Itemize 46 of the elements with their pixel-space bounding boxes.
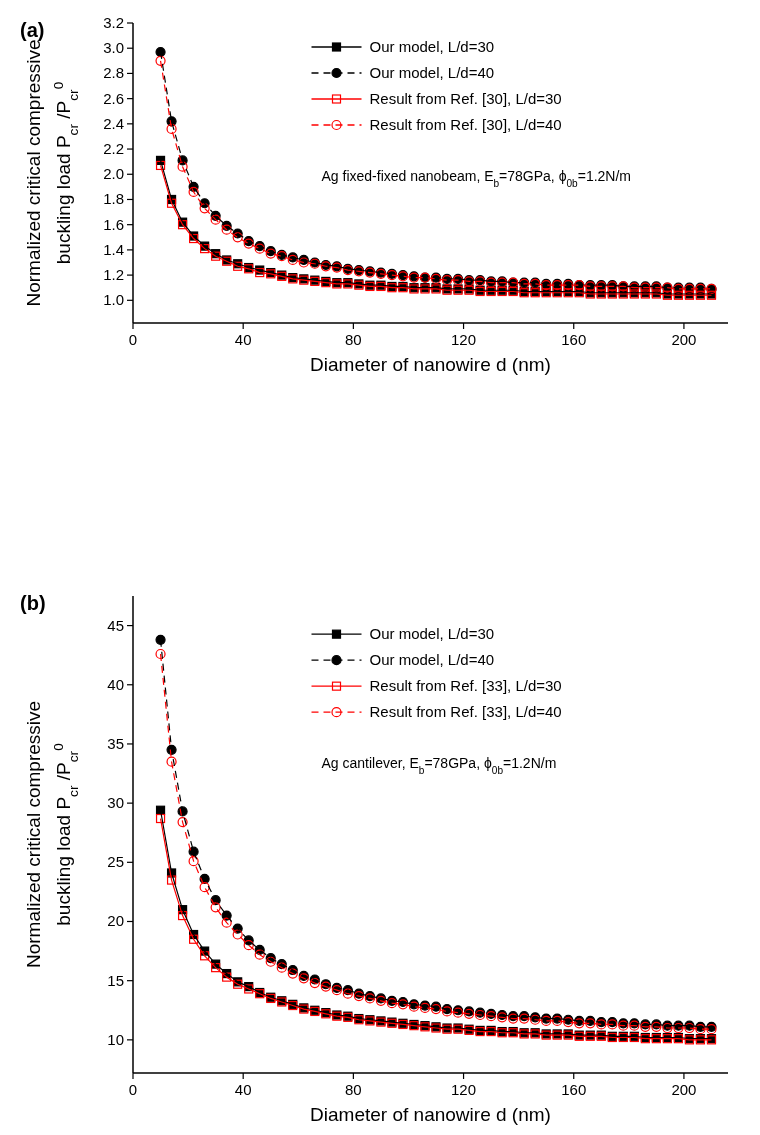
- legend-label: Our model, L/d=30: [369, 625, 495, 643]
- x-tick-label: 40: [234, 331, 252, 348]
- legend-label: Our model, L/d=40: [369, 64, 495, 81]
- y-tick-label: 1.6: [103, 215, 124, 233]
- x-axis-title: Diameter of nanowire d (nm): [310, 354, 551, 375]
- y-tick-label: 30: [107, 794, 124, 812]
- x-tick-label: 160: [561, 331, 587, 348]
- x-axis-title: Diameter of nanowire d (nm): [310, 1104, 551, 1125]
- annotation: Ag fixed-fixed nanobeam, E$_{b}$=78GPa, ϕ$_{0b}$=1.2N/m: [321, 168, 632, 189]
- y-tick-label: 40: [107, 675, 124, 693]
- y-tick-label: 25: [107, 853, 124, 871]
- y-tick-label: 10: [107, 1030, 124, 1048]
- legend-label: Our model, L/d=30: [369, 38, 495, 55]
- x-tick-label: 200: [671, 1081, 697, 1098]
- y-tick-label: 35: [107, 734, 124, 752]
- y-tick-label: 1.2: [103, 266, 124, 284]
- x-tick-label: 40: [234, 1081, 252, 1098]
- annotation: Ag cantilever, E$_{b}$=78GPa, ϕ$_{0b}$=1.2N/m: [321, 755, 557, 776]
- y-tick-label: 2.0: [103, 165, 124, 183]
- y-tick-label: 45: [107, 616, 124, 634]
- legend-label: Result from Ref. [30], L/d=40: [369, 116, 562, 133]
- x-tick-label: 80: [345, 1081, 362, 1098]
- x-tick-label: 0: [128, 1081, 138, 1098]
- legend-label: Result from Ref. [30], L/d=30: [369, 90, 562, 107]
- x-tick-label: 80: [345, 331, 362, 348]
- y-tick-label: 20: [107, 912, 124, 930]
- y-tick-label: 3.0: [103, 39, 124, 57]
- x-tick-label: 200: [671, 331, 697, 348]
- y-tick-label: 2.4: [103, 114, 124, 132]
- x-tick-label: 0: [128, 331, 138, 348]
- y-tick-label: 3.2: [103, 14, 124, 31]
- legend-label: Our model, L/d=40: [369, 651, 495, 669]
- legend-label: Result from Ref. [33], L/d=30: [369, 677, 562, 695]
- y-tick-label: 15: [107, 971, 124, 989]
- y-tick-label: 2.6: [103, 89, 124, 107]
- y-tick-label: 2.2: [103, 140, 124, 158]
- x-tick-label: 120: [451, 331, 477, 348]
- y-tick-label: 2.8: [103, 64, 124, 82]
- y-tick-label: 1.8: [103, 190, 124, 208]
- text: (b): [20, 592, 46, 614]
- y-tick-label: 1.4: [103, 240, 124, 258]
- x-tick-label: 120: [451, 1081, 477, 1098]
- text: (a): [20, 19, 45, 41]
- x-tick-label: 160: [561, 1081, 587, 1098]
- y-tick-label: 1.0: [103, 291, 124, 309]
- legend-label: Result from Ref. [33], L/d=40: [369, 703, 562, 721]
